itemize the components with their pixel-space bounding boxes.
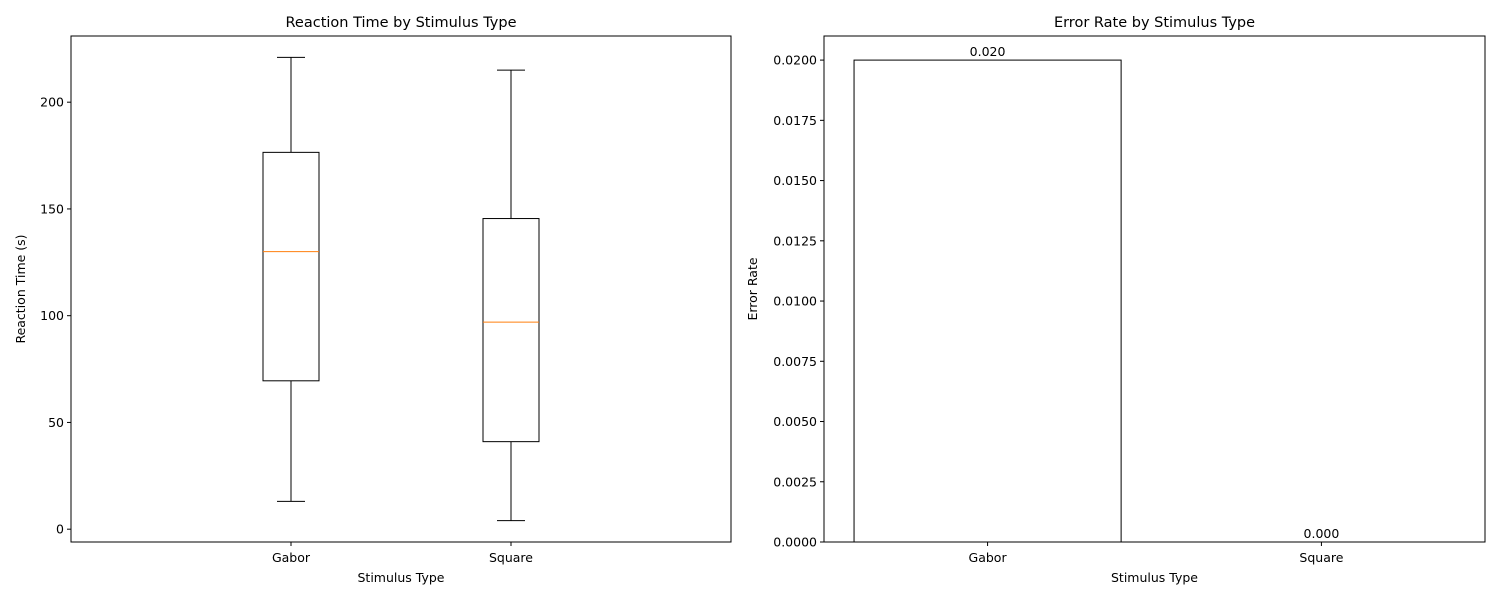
barchart-plot-frame: [823, 35, 1486, 543]
boxplot-y-ticks: 0 50 100 150 200: [40, 95, 71, 537]
barchart-marks: 0.020 0.000: [853, 44, 1340, 543]
barchart-x-axis-label: Stimulus Type: [1111, 570, 1198, 585]
boxplot-iqr-box: [482, 218, 540, 443]
barchart-y-tick-label: 0.0050: [773, 414, 817, 429]
barchart-y-ticks: 0.0000 0.0025 0.0050 0.0075 0.0100 0.0125 0.01…: [773, 53, 824, 550]
boxplot-x-axis-label: Stimulus Type: [358, 570, 445, 585]
reaction-time-boxplot: Reaction Time by Stimulus Type Stimulus …: [13, 15, 732, 585]
barchart-y-tick-label: 0.0100: [773, 294, 817, 309]
barchart-title: Error Rate by Stimulus Type: [1054, 15, 1255, 31]
barchart-x-tick-label: Gabor: [969, 550, 1008, 565]
boxplot-x-tick-label: Gabor: [272, 550, 311, 565]
barchart-y-tick-label: 0.0200: [773, 53, 817, 68]
barchart-data-label: 0.000: [1304, 526, 1340, 541]
boxplot-y-axis-label: Reaction Time (s): [13, 234, 28, 343]
barchart-y-tick-label: 0.0150: [773, 173, 817, 188]
error-rate-barchart: Error Rate by Stimulus Type Stimulus Typ…: [745, 15, 1486, 585]
barchart-data-label: 0.020: [970, 44, 1006, 59]
boxplot-y-tick-label: 100: [40, 308, 64, 323]
barchart-x-tick-label: Square: [1299, 550, 1343, 565]
boxplot-y-tick-label: 0: [56, 522, 64, 537]
barchart-y-tick-label: 0.0075: [773, 354, 817, 369]
boxplot-title: Reaction Time by Stimulus Type: [286, 15, 517, 31]
boxplot-box-square: [482, 69, 540, 522]
boxplot-y-tick-label: 150: [40, 201, 64, 216]
barchart-y-axis-label: Error Rate: [745, 257, 760, 320]
boxplot-y-tick-label: 200: [40, 95, 64, 110]
boxplot-box-gabor: [262, 56, 320, 502]
boxplot-plot-frame: [70, 35, 732, 543]
barchart-y-tick-label: 0.0125: [773, 233, 817, 248]
barchart-y-tick-label: 0.0000: [773, 535, 817, 550]
barchart-y-tick-label: 0.0025: [773, 474, 817, 489]
barchart-x-ticks: Gabor Square: [969, 542, 1344, 565]
boxplot-x-tick-label: Square: [489, 550, 533, 565]
boxplot-x-ticks: Gabor Square: [272, 542, 533, 565]
boxplot-y-tick-label: 50: [48, 415, 64, 430]
barchart-bar-gabor: [853, 59, 1122, 543]
boxplot-marks: [262, 56, 540, 522]
boxplot-iqr-box: [262, 151, 320, 382]
barchart-y-tick-label: 0.0175: [773, 113, 817, 128]
